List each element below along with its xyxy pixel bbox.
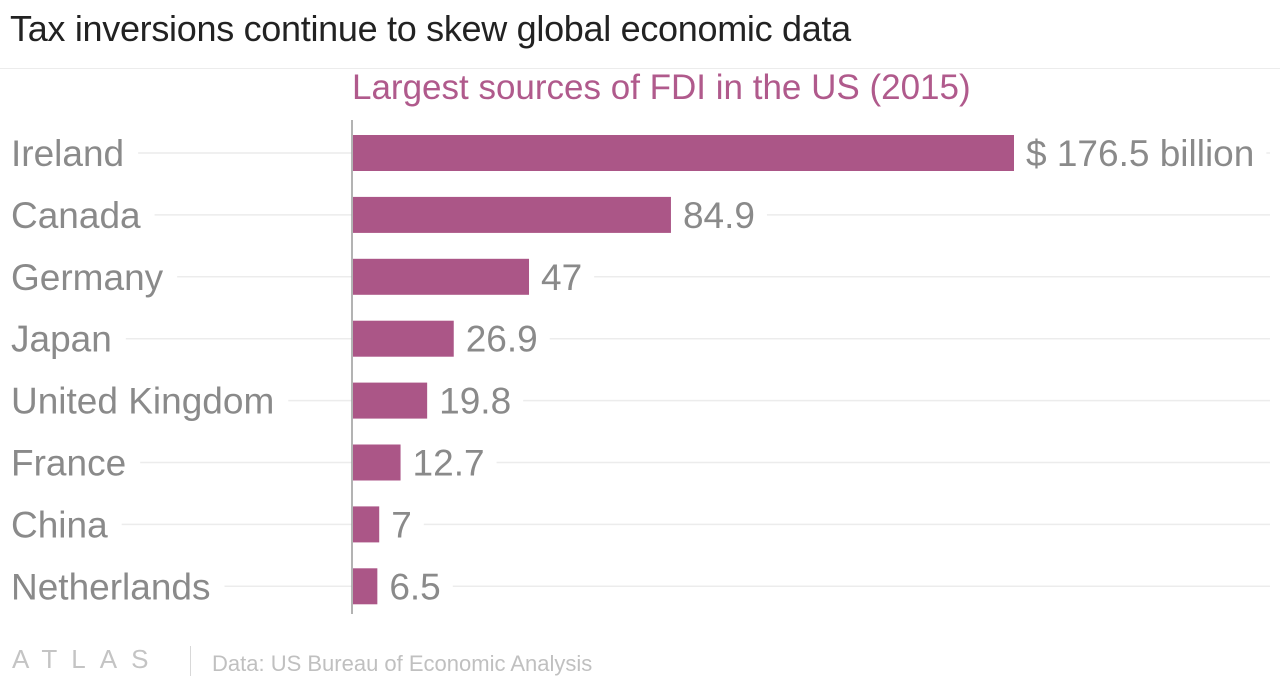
category-label-canada: Canada: [11, 195, 141, 236]
value-label-france: 12.7: [413, 443, 485, 484]
source-note: Data: US Bureau of Economic Analysis: [212, 651, 593, 676]
bar-united-kingdom: [353, 382, 428, 419]
value-label-united-kingdom: 19.8: [439, 381, 511, 422]
bars: [353, 135, 1014, 605]
category-label-france: France: [11, 443, 126, 484]
atlas-logo: ATLAS: [12, 644, 163, 674]
footer: ATLAS Data: US Bureau of Economic Analys…: [0, 642, 1280, 682]
category-label-japan: Japan: [11, 319, 112, 360]
category-label-ireland: Ireland: [11, 133, 124, 174]
grid-lines: [121, 152, 1270, 588]
bar-canada: [353, 196, 671, 233]
bar-netherlands: [353, 568, 378, 605]
value-label-japan: 26.9: [466, 319, 538, 360]
value-label-china: 7: [391, 504, 412, 545]
chart-subtitle: Largest sources of FDI in the US (2015): [352, 68, 971, 107]
value-label-germany: 47: [541, 257, 582, 298]
bar-japan: [353, 320, 454, 357]
labels: Ireland $ 176.5 billion Canada 84.9 Germany 4…: [11, 133, 1254, 607]
category-label-china: China: [11, 504, 108, 545]
bar-france: [353, 444, 401, 481]
footer-separator: [190, 646, 191, 676]
category-label-netherlands: Netherlands: [11, 566, 211, 607]
value-label-netherlands: 6.5: [389, 566, 440, 607]
bar-germany: [353, 258, 530, 295]
category-label-united-kingdom: United Kingdom: [11, 381, 274, 422]
value-label-canada: 84.9: [683, 195, 755, 236]
category-label-germany: Germany: [11, 257, 164, 298]
value-label-ireland: $ 176.5 billion: [1026, 133, 1254, 174]
title-divider: [0, 68, 1280, 69]
bar-ireland: [353, 135, 1014, 171]
chart-title: Tax inversions continue to skew global e…: [10, 8, 851, 49]
bar-china: [353, 506, 380, 543]
bar-chart: Ireland $ 176.5 billion Canada 84.9 Germany 4…: [11, 120, 1270, 614]
